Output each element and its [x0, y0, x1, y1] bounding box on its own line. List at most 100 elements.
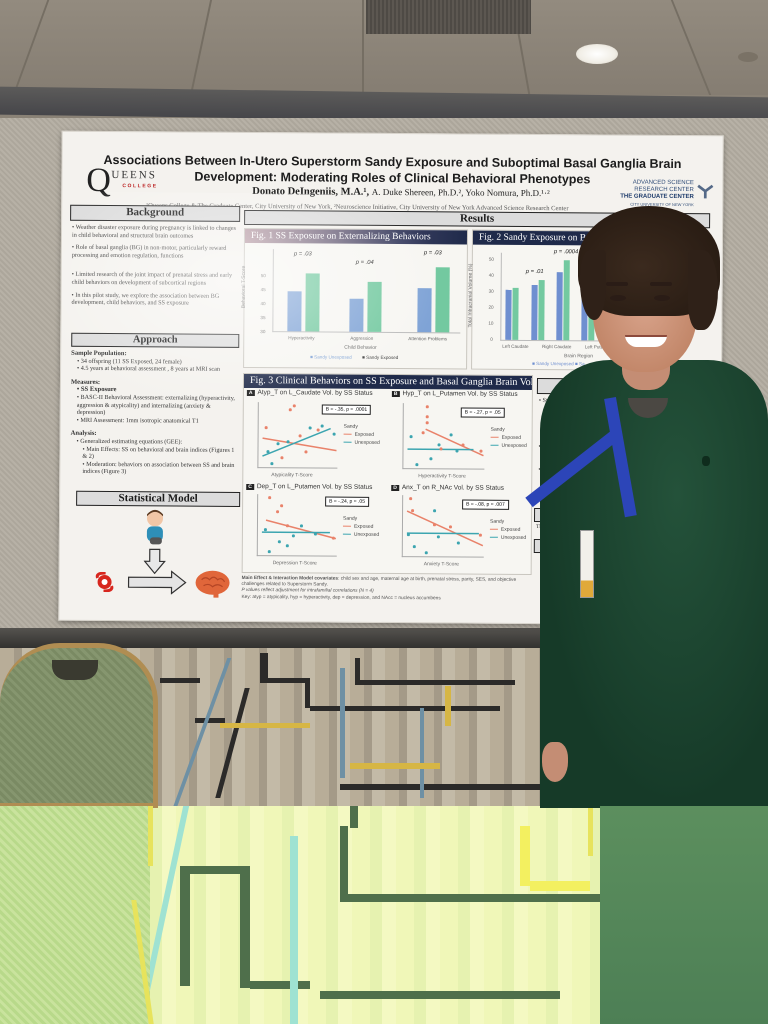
- carpet-pattern: [355, 658, 360, 680]
- bar-aggression-exposed: [367, 281, 382, 332]
- panel-d-title: D Anx_T on R_NAc Vol. by SS Status: [391, 484, 504, 492]
- data-point: [288, 408, 292, 411]
- background-bullet: • In this pilot study, we explore the as…: [71, 291, 220, 307]
- panel-title-text: Anx_T on R_NAc Vol. by SS Status: [401, 484, 505, 492]
- panel-c-legend: Sandy Exposed Unexposed: [342, 515, 380, 539]
- carpet-pattern: [340, 826, 348, 896]
- data-point: [415, 463, 418, 466]
- legend-label: Exposed: [354, 431, 375, 438]
- carpet-pattern: [240, 868, 250, 988]
- bar-left-caudate-exposed: [512, 287, 519, 340]
- legend-title: Sandy: [343, 423, 358, 430]
- regression-lines: [261, 519, 337, 540]
- ceiling-seam: [362, 0, 364, 95]
- p-value: p = .04: [355, 259, 374, 266]
- panel-d-plot: [401, 495, 485, 558]
- legend-label: Unexposed: [354, 439, 380, 446]
- data-point: [478, 533, 482, 537]
- bar-left-caudate-unexposed: [505, 289, 512, 340]
- panel-title-text: Dep_T on L_Putamen Vol. by SS Status: [256, 483, 373, 491]
- carpet-pattern: [530, 881, 590, 891]
- carpet-pattern: [215, 688, 250, 798]
- background-bullet: • Limited research of the joint impact o…: [71, 271, 233, 287]
- hand: [542, 742, 568, 782]
- ceiling-seam: [670, 0, 712, 95]
- figure-1: Fig. 1 SS Exposure on Externalizing Beha…: [240, 227, 469, 370]
- carpet-pattern: [340, 894, 620, 902]
- figure-1-title: Fig. 1 SS Exposure on Externalizing Beha…: [244, 228, 468, 245]
- background-bullet: • Role of basal ganglia (BG) in non-moto…: [71, 243, 227, 260]
- measures-item: • BASC-II Behavioral Assessment: externa…: [76, 393, 236, 417]
- y-tick: 40: [488, 272, 494, 278]
- poster-title: Associations Between In-Utero Superstorm…: [103, 152, 682, 187]
- data-point: [276, 510, 279, 513]
- data-point: [298, 434, 302, 437]
- data-point: [425, 405, 429, 408]
- child-icon: [146, 509, 164, 545]
- x-tick: Left Caudate: [502, 343, 529, 349]
- legend-exposed: ■ Sandy Exposed: [362, 354, 399, 361]
- data-point: [286, 440, 290, 443]
- carpet-pattern: [420, 708, 424, 798]
- carpet-pattern: [305, 678, 310, 708]
- legend-unexposed: Unexposed: [343, 439, 380, 447]
- data-point: [280, 504, 283, 507]
- figure-2-legend: ■ Sandy Unexposed ■ Sa: [532, 360, 585, 367]
- scatter-panel-a: A Atyp_T on L_Caudate Vol. by SS Status B…: [243, 388, 389, 484]
- brain-icon: [195, 570, 230, 598]
- panel-c-title: C Dep_T on L_Putamen Vol. by SS Status: [246, 483, 372, 491]
- data-point: [308, 426, 312, 430]
- data-point: [406, 533, 410, 536]
- regression-lines: [262, 427, 337, 457]
- y-tick: 30: [488, 288, 494, 294]
- data-point: [425, 415, 429, 418]
- bar-right-caudate-exposed: [538, 280, 545, 341]
- data-point: [316, 428, 320, 432]
- legend-exposed: Exposed: [343, 431, 380, 439]
- data-point: [411, 509, 414, 512]
- ceiling-seam: [12, 0, 50, 95]
- lead-author: Donato DeIngeniis, M.A.¹,: [252, 186, 370, 198]
- bar-attention-exposed: [435, 267, 450, 333]
- footnote-line: Key: atyp = atypicality, hyp = hyperacti…: [241, 594, 441, 601]
- carpet-pattern: [250, 981, 310, 989]
- p-value: p = .03: [293, 251, 312, 258]
- eyebrow: [650, 282, 672, 286]
- asrc-logo: ADVANCED SCIENCE RESEARCH CENTER THE GRA…: [620, 180, 694, 209]
- panel-c-plot: [256, 494, 338, 557]
- data-point: [285, 524, 289, 527]
- analysis-item: • Moderation: behaviors on association b…: [82, 460, 235, 476]
- legend-label: Exposed: [500, 526, 521, 533]
- y-tick: 0: [490, 336, 493, 342]
- legend-unexposed: Unexposed: [489, 534, 526, 542]
- data-point: [425, 421, 429, 424]
- data-point: [268, 496, 271, 499]
- data-point: [409, 435, 413, 438]
- chair-seat-tinted: [0, 806, 150, 1024]
- carpet-pattern: [160, 678, 200, 683]
- scatter-panel-c: C Dep_T on L_Putamen Vol. by SS Status B …: [243, 482, 389, 575]
- panel-c-xlabel: Depression T-Score: [272, 560, 317, 567]
- background-bullet: • Weather disaster exposure during pregn…: [71, 223, 237, 240]
- data-point: [320, 424, 324, 428]
- panel-a-xlabel: Atypicality T-Score: [271, 472, 313, 479]
- legend-exposed: Exposed: [490, 434, 527, 442]
- legend-unexposed: Unexposed: [342, 531, 380, 539]
- data-point: [270, 462, 274, 465]
- chair-leg: [588, 806, 593, 856]
- carpet-pattern: [260, 678, 310, 683]
- bar-left-putamen-unexposed: [556, 272, 563, 341]
- scatter-panel-b: B Hyp_T on L_Putamen Vol. by SS Status B …: [388, 389, 534, 485]
- data-point: [332, 432, 336, 436]
- figure-1-ylabel: Behavioral T-Score: [240, 265, 247, 309]
- figure-1-plot-area: p = .03 p = .04 p = .03: [272, 249, 461, 334]
- bar-right-caudate-unexposed: [531, 284, 538, 341]
- carpet-pattern: [340, 668, 345, 778]
- legend-title: Sandy: [490, 426, 505, 433]
- legend-label: Unexposed: [353, 531, 380, 538]
- panel-a-title: A Atyp_T on L_Caudate Vol. by SS Status: [246, 389, 373, 397]
- carpet-pattern: [290, 836, 298, 1024]
- data-point: [276, 442, 280, 445]
- x-tick: Aggression: [350, 335, 374, 341]
- bar-left-putamen-exposed: [563, 260, 570, 341]
